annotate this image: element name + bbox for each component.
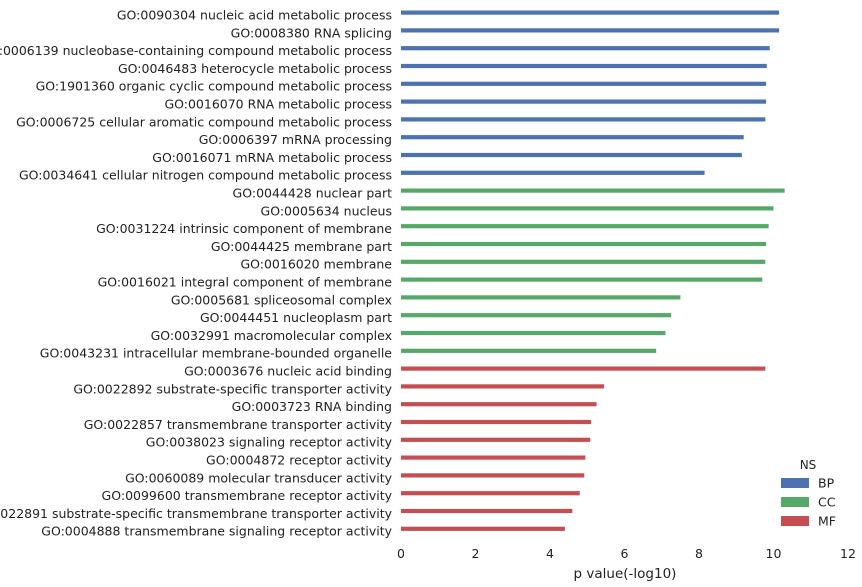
bar-mf xyxy=(401,366,766,371)
legend-swatch-mf xyxy=(781,516,809,526)
category-label: GO:1901360 organic cyclic compound metab… xyxy=(36,79,392,94)
bar-mf xyxy=(401,402,597,407)
bar-bp xyxy=(401,81,767,86)
bar-cc xyxy=(401,224,769,229)
bar-mf xyxy=(401,508,573,514)
bar-cc xyxy=(401,188,785,193)
x-tick-label: 4 xyxy=(546,546,554,561)
legend: NS BP CC MF xyxy=(781,458,836,529)
legend-label-bp: BP xyxy=(818,476,835,491)
category-label: GO:0044451 nucleoplasm part xyxy=(200,310,392,325)
bar-cc xyxy=(401,241,767,247)
bar-mf xyxy=(401,419,591,425)
category-label: GO:0022892 substrate-specific transporte… xyxy=(73,381,392,396)
bar-bp xyxy=(401,10,780,15)
category-label: GO:0006725 cellular aromatic compound me… xyxy=(16,114,392,129)
category-label: GO:0034641 cellular nitrogen compound me… xyxy=(19,168,392,183)
bar-mf xyxy=(401,437,591,442)
category-label: GO:0090304 nucleic acid metabolic proces… xyxy=(117,8,392,23)
category-label: GO:0004888 transmembrane signaling recep… xyxy=(41,524,392,539)
category-label: GO:0060089 molecular transducer activity xyxy=(125,470,393,485)
bar-mf xyxy=(401,491,580,496)
bar-cc xyxy=(401,348,657,353)
category-label: GO:0016021 integral component of membran… xyxy=(98,275,393,290)
bar-bp xyxy=(401,46,770,51)
bar-cc xyxy=(401,277,763,282)
category-label: GO:0022857 transmembrane transporter act… xyxy=(84,417,393,432)
category-label: GO:0032991 macromolecular complex xyxy=(151,328,392,343)
category-label: GO:0005681 spliceosomal complex xyxy=(171,292,392,307)
bar-bp xyxy=(401,63,767,69)
bar-bp xyxy=(401,117,766,122)
category-label: GO:0006397 mRNA processing xyxy=(199,132,392,147)
category-label: GO:0038023 signaling receptor activity xyxy=(146,435,393,450)
x-tick-label: 10 xyxy=(766,546,782,561)
category-label: GO:0016070 RNA metabolic process xyxy=(164,97,392,112)
category-label: GO:0044428 nuclear part xyxy=(233,186,393,201)
category-label: GO:0044425 membrane part xyxy=(211,239,392,254)
bar-cc xyxy=(401,295,681,300)
bar-cc xyxy=(401,259,766,264)
category-label: GO:0043231 intracellular membrane-bounde… xyxy=(40,346,393,361)
x-tick-labels: 0 2 4 6 8 10 12 xyxy=(397,546,856,561)
category-label: GO:0016071 mRNA metabolic process xyxy=(152,150,392,165)
legend-label-mf: MF xyxy=(818,514,836,529)
category-label: GO:0022891 substrate-specific transmembr… xyxy=(0,506,393,521)
bar-mf xyxy=(401,526,565,531)
legend-label-cc: CC xyxy=(818,495,836,510)
category-label: GO:0016020 membrane xyxy=(240,257,392,272)
x-tick-label: 2 xyxy=(472,546,480,561)
category-label: GO:0099600 transmembrane receptor activi… xyxy=(102,488,393,503)
legend-title: NS xyxy=(800,458,817,472)
bars-group xyxy=(401,10,785,531)
category-label: GO:0004872 receptor activity xyxy=(206,453,393,468)
category-label: GO:0031224 intrinsic component of membra… xyxy=(96,221,392,236)
bar-bp xyxy=(401,152,742,158)
bar-cc xyxy=(401,330,666,336)
category-label: GO:0008380 RNA splicing xyxy=(231,25,392,40)
bar-cc xyxy=(401,313,672,318)
x-axis-title: p value(-log10) xyxy=(574,566,677,582)
category-label: GO:0003723 RNA binding xyxy=(232,399,392,414)
x-tick-label: 6 xyxy=(621,546,629,561)
bar-bp xyxy=(401,135,744,140)
bar-mf xyxy=(401,473,585,478)
bar-bp xyxy=(401,99,767,104)
legend-items: BP CC MF xyxy=(781,476,836,529)
bar-mf xyxy=(401,384,605,389)
category-label: GO:0003676 nucleic acid binding xyxy=(184,364,392,379)
bar-bp xyxy=(401,170,705,175)
x-tick-label: 8 xyxy=(695,546,703,561)
legend-swatch-bp xyxy=(781,478,809,488)
bar-cc xyxy=(401,206,774,211)
category-label: GO:0006139 nucleobase-containing compoun… xyxy=(0,43,392,58)
category-label: GO:0005634 nucleus xyxy=(261,203,392,218)
legend-swatch-cc xyxy=(781,497,809,507)
bar-mf xyxy=(401,455,586,460)
category-label: GO:0046483 heterocycle metabolic process xyxy=(118,61,392,76)
x-tick-label: 12 xyxy=(840,546,856,561)
bar-bp xyxy=(401,28,780,33)
category-labels: GO:0090304 nucleic acid metabolic proces… xyxy=(0,8,393,539)
x-tick-label: 0 xyxy=(397,546,405,561)
